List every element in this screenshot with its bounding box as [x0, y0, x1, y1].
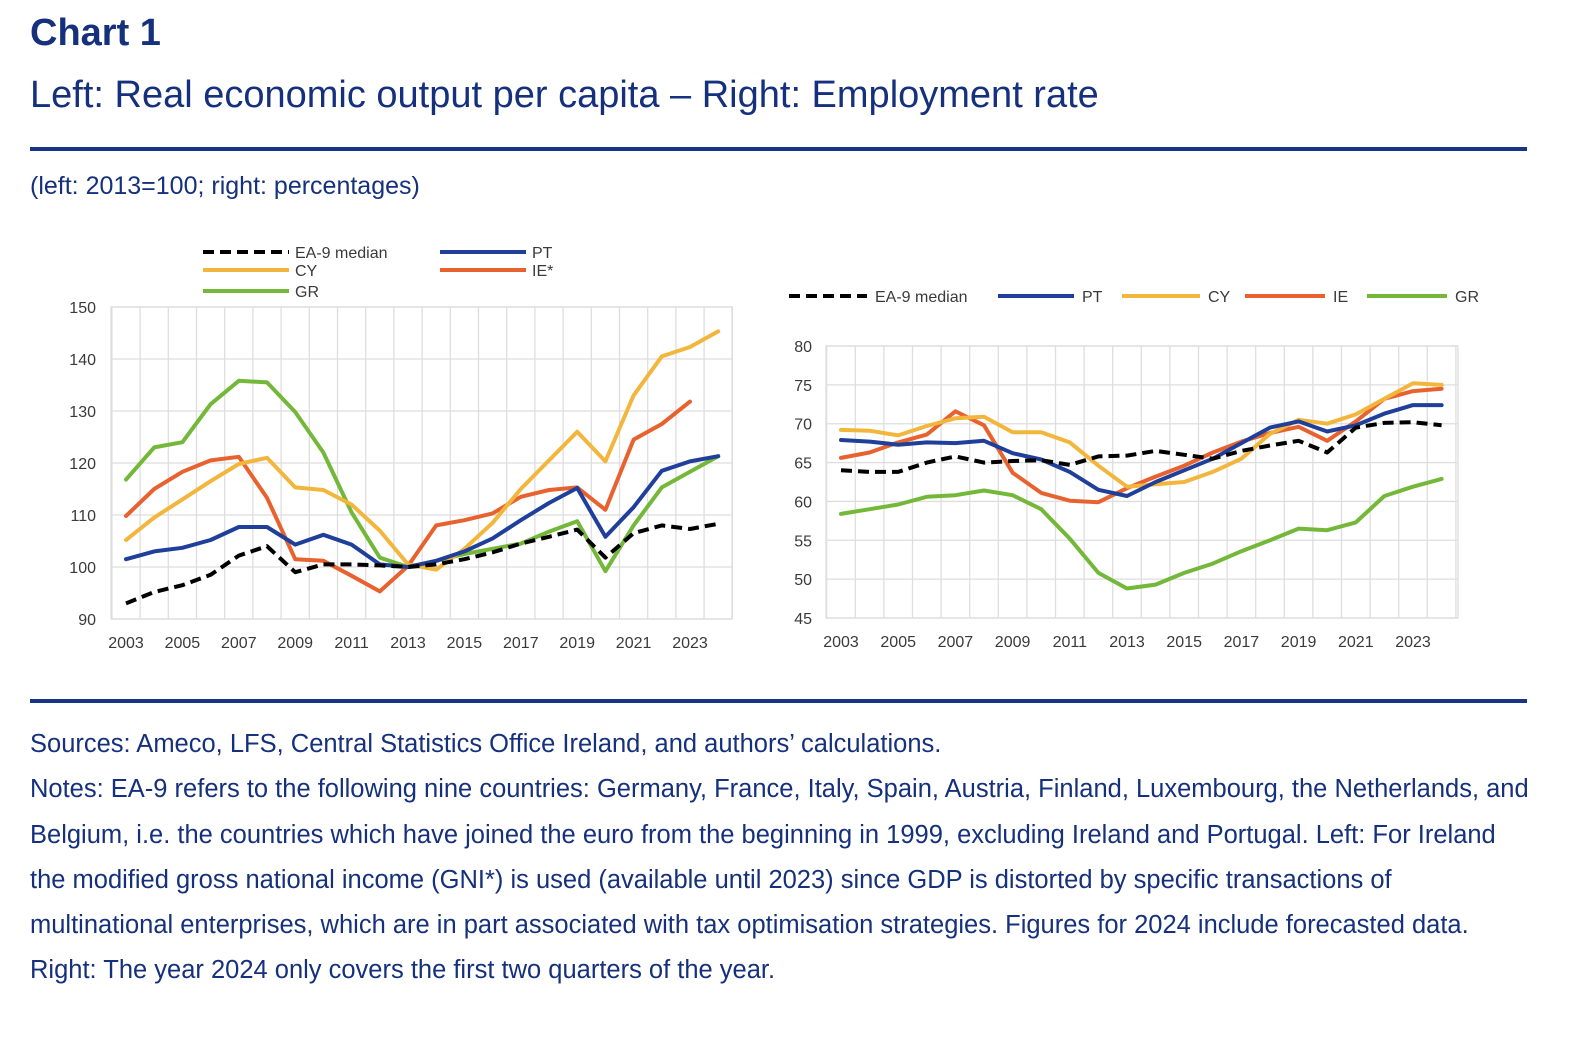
x-tick-label: 2021 — [616, 635, 652, 652]
x-tick-label: 2013 — [390, 635, 426, 652]
y-tick-label: 140 — [69, 352, 96, 369]
y-tick-label: 60 — [794, 494, 812, 511]
x-tick-label: 2003 — [108, 635, 144, 652]
plot-frame — [110, 306, 733, 620]
legend-label-ea9: EA-9 median — [295, 245, 388, 262]
y-tick-label: 55 — [794, 533, 812, 550]
x-tick-label: 2017 — [1224, 634, 1260, 651]
plot-frame — [825, 345, 1459, 619]
series-line-ea9 — [125, 521, 719, 606]
notes-text: Notes: EA-9 refers to the following nine… — [30, 775, 1529, 985]
y-tick-label: 65 — [794, 456, 812, 473]
chart-title: Left: Real economic output per capita – … — [30, 74, 1099, 116]
x-tick-label: 2013 — [1109, 634, 1145, 651]
legend-label-pt: PT — [532, 245, 553, 262]
x-tick-label: 2009 — [995, 634, 1031, 651]
series-line-cy — [124, 329, 721, 572]
legend-label-cy: CY — [295, 263, 318, 280]
left-chart-output-per-capita: 90 100 110 120 130 140 150 2003 2005 2007 2009 2011… — [69, 245, 733, 652]
y-tick-label: 100 — [69, 560, 96, 577]
x-tick-label: 2015 — [447, 635, 483, 652]
legend-label-gr: GR — [1455, 289, 1479, 306]
legend-label-cy: CY — [1208, 289, 1231, 306]
x-tick-label: 2007 — [938, 634, 974, 651]
legend-label-ea9: EA-9 median — [875, 289, 968, 306]
x-tick-label: 2007 — [221, 635, 257, 652]
y-tick-label: 75 — [794, 378, 812, 395]
right-chart-employment-rate: 45 50 55 60 65 70 75 80 2003 2005 2007 2009 2011 2013… — [789, 289, 1479, 651]
x-tick-label: 2009 — [277, 635, 313, 652]
series-line-cy — [839, 381, 1444, 489]
series-line-pt — [124, 454, 721, 569]
legend-label-ie: IE — [1333, 289, 1348, 306]
series-line-pt — [839, 403, 1444, 498]
x-tick-label: 2005 — [880, 634, 916, 651]
y-tick-label: 130 — [69, 404, 96, 421]
y-tick-label: 70 — [794, 417, 812, 434]
x-tick-label: 2021 — [1338, 634, 1374, 651]
x-tick-label: 2005 — [165, 635, 201, 652]
legend: EA-9 median PT CY IE GR — [789, 289, 1479, 306]
x-tick-label: 2019 — [559, 635, 595, 652]
units-note: (left: 2013=100; right: percentages) — [30, 172, 420, 200]
chart-number: Chart 1 — [30, 12, 161, 54]
legend: EA-9 median PT CY IE* GR — [203, 245, 553, 301]
x-tick-label: 2017 — [503, 635, 539, 652]
x-tick-label: 2003 — [823, 634, 859, 651]
sources-text: Sources: Ameco, LFS, Central Statistics … — [30, 730, 942, 758]
x-tick-label: 2015 — [1166, 634, 1202, 651]
x-tick-label: 2011 — [334, 635, 369, 652]
top-divider — [30, 147, 1527, 151]
legend-label-ie: IE* — [532, 263, 553, 280]
legend-label-gr: GR — [295, 284, 319, 301]
y-tick-label: 50 — [794, 572, 812, 589]
x-tick-label: 2011 — [1053, 634, 1088, 651]
y-tick-label: 120 — [69, 456, 96, 473]
y-tick-label: 110 — [70, 508, 96, 525]
footer: Sources: Ameco, LFS, Central Statistics … — [30, 722, 1530, 994]
series-line-gr — [839, 476, 1444, 591]
series-line-ea9 — [840, 420, 1442, 474]
legend-label-pt: PT — [1082, 289, 1103, 306]
y-tick-label: 90 — [78, 612, 96, 629]
x-tick-label: 2023 — [1395, 634, 1431, 651]
x-tick-label: 2019 — [1281, 634, 1317, 651]
y-tick-label: 45 — [794, 611, 812, 628]
y-tick-label: 150 — [69, 300, 96, 317]
x-tick-label: 2023 — [672, 635, 708, 652]
bottom-divider — [30, 699, 1527, 703]
y-tick-label: 80 — [794, 339, 812, 356]
